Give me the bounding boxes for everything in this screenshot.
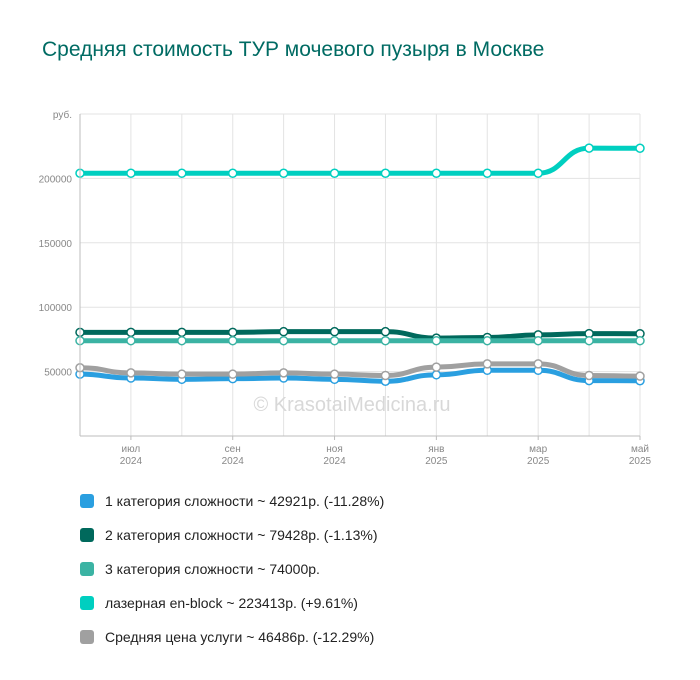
data-point xyxy=(431,168,442,178)
legend-swatch xyxy=(80,528,94,542)
data-point xyxy=(278,335,289,346)
legend-item[interactable]: 2 категория сложности ~ 79428р. (-1.13%) xyxy=(80,518,384,552)
legend-swatch xyxy=(80,630,94,644)
y-tick-label: 150000 xyxy=(39,239,73,250)
data-point xyxy=(533,168,543,178)
x-tick-month: сен xyxy=(225,444,241,455)
legend-item[interactable]: лазерная en-block ~ 223413р. (+9.61%) xyxy=(80,586,384,620)
series-line xyxy=(77,367,643,384)
x-tick-year: 2025 xyxy=(425,456,448,467)
legend: 1 категория сложности ~ 42921р. (-11.28%… xyxy=(80,484,384,654)
x-tick-year: 2024 xyxy=(323,456,346,467)
x-tick-month: май xyxy=(631,444,649,455)
data-point xyxy=(126,335,136,346)
axis-layer: 50000100000150000200000руб.июл2024сен202… xyxy=(39,109,652,467)
data-point xyxy=(227,168,238,178)
data-point xyxy=(329,369,340,379)
x-tick-year: 2024 xyxy=(120,456,143,467)
data-point xyxy=(584,143,594,153)
x-tick-year: 2025 xyxy=(527,456,550,467)
series-line xyxy=(77,361,643,379)
data-point xyxy=(482,168,493,178)
data-point xyxy=(380,370,391,381)
legend-swatch xyxy=(80,562,94,576)
data-point xyxy=(635,371,645,381)
data-point xyxy=(177,335,187,346)
x-tick-month: янв xyxy=(428,444,444,455)
y-tick-label: 200000 xyxy=(39,174,73,185)
data-point xyxy=(533,359,543,369)
data-point xyxy=(278,326,289,337)
data-point xyxy=(329,326,340,337)
data-point xyxy=(380,335,391,346)
line-chart: © KrasotaiMedicina.ru 50000 100000 150000 2… xyxy=(39,109,652,467)
data-point xyxy=(584,370,594,381)
chart-title: Средняя стоимость ТУР мочевого пузыря в … xyxy=(42,38,545,61)
x-tick-month: ноя xyxy=(326,444,343,455)
data-point xyxy=(278,168,289,178)
data-point xyxy=(380,168,391,178)
data-point xyxy=(482,359,493,369)
series-3 xyxy=(75,335,645,346)
legend-label: лазерная en-block ~ 223413р. (+9.61%) xyxy=(105,595,358,611)
y-tick-label: 50000 xyxy=(44,368,72,379)
x-tick-year: 2024 xyxy=(222,456,245,467)
data-point xyxy=(126,368,136,378)
data-point xyxy=(278,368,289,378)
data-point xyxy=(177,168,187,178)
x-tick-year: 2025 xyxy=(629,456,652,467)
data-point xyxy=(635,335,645,346)
data-point xyxy=(177,327,187,338)
series-line xyxy=(77,329,643,341)
data-point xyxy=(431,362,442,372)
legend-label: 2 категория сложности ~ 79428р. (-1.13%) xyxy=(105,527,378,543)
data-point xyxy=(431,370,442,380)
data-point xyxy=(380,326,391,337)
series-layer xyxy=(75,143,645,387)
data-point xyxy=(431,335,442,346)
legend-label: Средняя цена услуги ~ 46486р. (-12.29%) xyxy=(105,629,375,645)
data-point xyxy=(126,327,136,338)
legend-label: 1 категория сложности ~ 42921р. (-11.28%… xyxy=(105,493,385,509)
legend-label: 3 категория сложности ~ 74000р. xyxy=(105,561,320,577)
y-tick-label: 100000 xyxy=(39,303,73,314)
data-point xyxy=(227,335,238,346)
legend-item[interactable]: 3 категория сложности ~ 74000р. xyxy=(80,552,384,586)
x-tick-month: июл xyxy=(122,444,141,455)
data-point xyxy=(329,335,340,346)
series-line xyxy=(77,145,643,176)
legend-item[interactable]: 1 категория сложности ~ 42921р. (-11.28%… xyxy=(80,484,384,518)
data-point xyxy=(227,327,238,338)
data-point xyxy=(227,369,238,379)
data-point xyxy=(329,168,340,178)
legend-item[interactable]: Средняя цена услуги ~ 46486р. (-12.29%) xyxy=(80,620,384,654)
data-point xyxy=(482,335,493,346)
legend-swatch xyxy=(80,596,94,610)
y-axis-unit: руб. xyxy=(53,109,72,121)
series-4 xyxy=(75,143,645,178)
x-tick-month: мар xyxy=(529,444,547,455)
data-point xyxy=(635,143,645,153)
data-point xyxy=(584,335,594,346)
legend-swatch xyxy=(80,494,94,508)
grid-lines xyxy=(79,113,641,436)
data-point xyxy=(177,369,187,379)
data-point xyxy=(533,335,543,346)
data-point xyxy=(126,168,136,178)
watermark: © KrasotaiMedicina.ru xyxy=(253,394,450,416)
